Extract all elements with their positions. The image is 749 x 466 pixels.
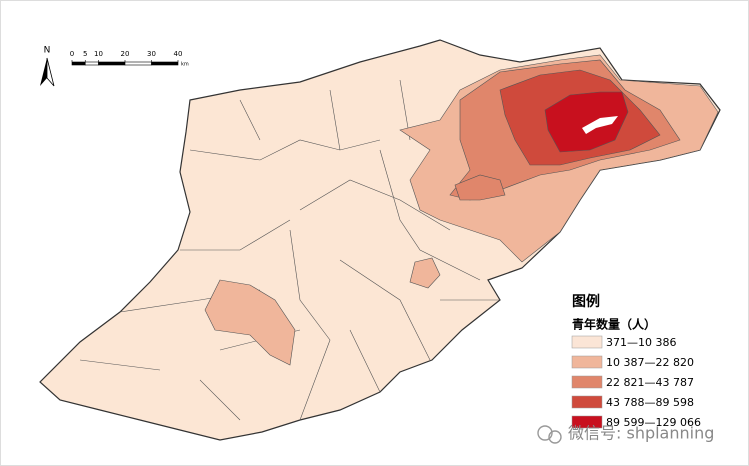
scale-bar: 0 5 10 20 30 40 km bbox=[70, 50, 189, 68]
region-top bbox=[544, 91, 629, 153]
legend-subtitle: 青年数量（人） bbox=[572, 317, 656, 332]
scale-segment bbox=[124, 61, 152, 66]
wechat-icon bbox=[548, 430, 562, 444]
map bbox=[39, 39, 721, 441]
region-high bbox=[454, 174, 506, 201]
scale-label: 30 bbox=[147, 50, 156, 58]
legend-label: 22 821—43 787 bbox=[606, 376, 694, 389]
region-mid bbox=[204, 279, 296, 366]
river bbox=[582, 116, 618, 134]
legend-swatch bbox=[571, 395, 603, 409]
scale-segment bbox=[98, 61, 126, 66]
legend-swatch bbox=[571, 375, 603, 389]
legend-swatch bbox=[571, 355, 603, 369]
legend-swatch bbox=[571, 415, 603, 429]
scale-label: 20 bbox=[121, 50, 130, 58]
region-mid bbox=[409, 257, 441, 289]
legend-label: 371—10 386 bbox=[606, 336, 677, 349]
wechat-icon bbox=[537, 425, 553, 441]
arrow bbox=[46, 57, 55, 87]
scale-label: 5 bbox=[83, 50, 87, 58]
watermark: 微信号: shplanning bbox=[537, 424, 714, 444]
legend-title: 图例 bbox=[572, 293, 600, 310]
scale-label: 0 bbox=[70, 50, 74, 58]
scale-label: 40 bbox=[174, 50, 183, 58]
scale-unit: km bbox=[181, 62, 189, 68]
district-borders bbox=[79, 79, 500, 421]
scale-segment bbox=[84, 61, 99, 66]
arrow bbox=[40, 58, 47, 86]
legend-swatch bbox=[571, 335, 603, 349]
legend-label: 43 788—89 598 bbox=[606, 396, 694, 409]
scale-segment bbox=[151, 61, 179, 66]
legend-label: 10 387—22 820 bbox=[606, 356, 694, 369]
north-label: N bbox=[44, 46, 51, 56]
legend-label: 89 599—129 066 bbox=[606, 416, 701, 429]
scale-segment bbox=[71, 61, 86, 66]
scale-label: 10 bbox=[94, 50, 103, 58]
watermark-text: 微信号: shplanning bbox=[568, 424, 714, 443]
north-arrow: N bbox=[40, 46, 55, 87]
